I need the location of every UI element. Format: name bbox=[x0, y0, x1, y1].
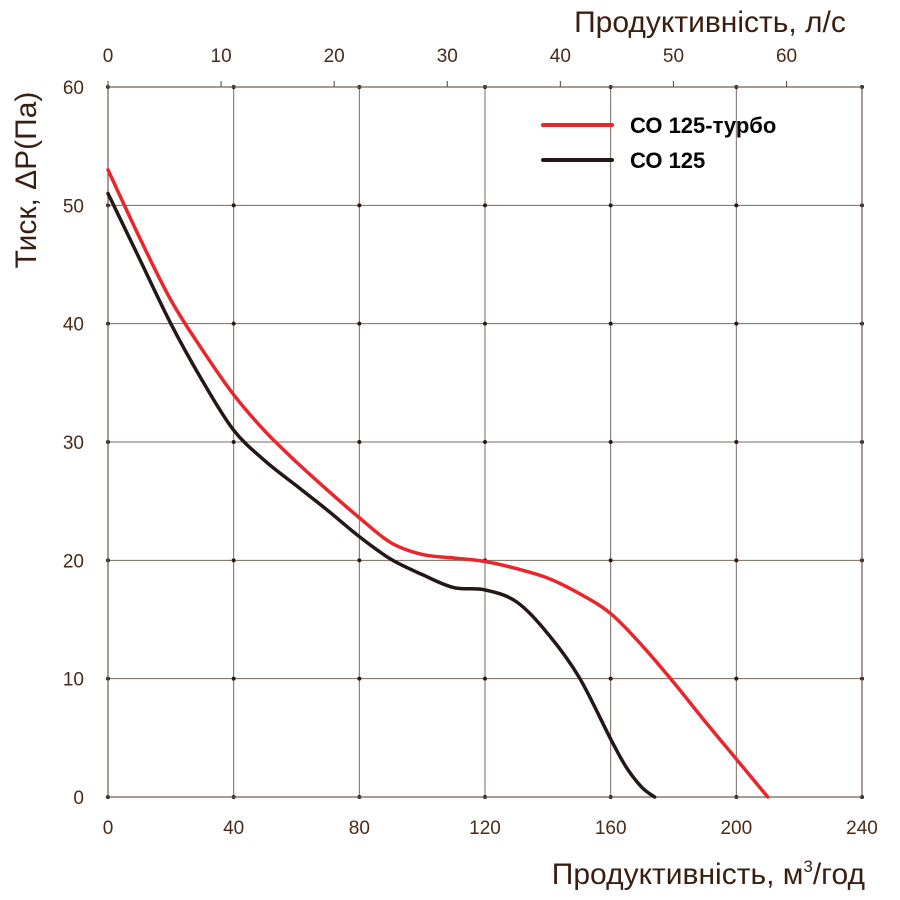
grid-intersection-dot bbox=[734, 558, 739, 563]
grid-intersection-dot bbox=[231, 321, 236, 326]
grid-intersection-dot bbox=[734, 676, 739, 681]
grid-intersection-dot bbox=[483, 203, 487, 208]
series-line-co125 bbox=[106, 191, 657, 799]
x-tick-label-120: 120 bbox=[469, 818, 501, 839]
y-tick-label-60: 60 bbox=[63, 78, 84, 99]
x2-tick-label-10: 10 bbox=[211, 46, 232, 67]
grid-intersection-dot bbox=[231, 676, 236, 681]
x-tick-label-80: 80 bbox=[349, 818, 370, 839]
grid-intersection-dot bbox=[608, 203, 613, 208]
grid-intersection-dot bbox=[734, 321, 739, 326]
x-tick-label-200: 200 bbox=[720, 818, 752, 839]
x-axis-title-superscript: 3 bbox=[803, 857, 812, 876]
grid-intersection-dot bbox=[483, 440, 487, 444]
grid-intersection-dot bbox=[357, 676, 362, 681]
x2-tick-label-20: 20 bbox=[324, 46, 345, 67]
grid-intersection-dot bbox=[608, 558, 613, 563]
series-line-co125-turbo bbox=[106, 168, 770, 799]
x-tick-label-0: 0 bbox=[103, 818, 114, 839]
x2-axis-title: Продуктивність, л/с bbox=[574, 6, 846, 39]
x2-tick-label-60: 60 bbox=[776, 46, 797, 67]
grid-intersection-dot bbox=[357, 321, 362, 326]
grid-intersection-dot bbox=[231, 558, 236, 563]
grid-intersection-dot bbox=[608, 440, 613, 444]
y-axis-ticks: 0 10 20 30 40 50 60 bbox=[63, 78, 84, 809]
x2-tick-label-50: 50 bbox=[663, 46, 684, 67]
legend: СО 125-турбо СО 125 bbox=[541, 113, 776, 173]
x-tick-label-160: 160 bbox=[595, 818, 627, 839]
x2-tick-label-40: 40 bbox=[550, 46, 571, 67]
y-tick-label-50: 50 bbox=[63, 196, 84, 217]
x-tick-label-40: 40 bbox=[223, 818, 244, 839]
legend-label-co125-turbo: СО 125-турбо bbox=[630, 113, 776, 138]
x2-tick-label-0: 0 bbox=[103, 46, 114, 67]
grid-intersection-dot bbox=[734, 203, 739, 208]
grid bbox=[106, 85, 864, 799]
y-tick-label-20: 20 bbox=[63, 551, 84, 572]
grid-intersection-dot bbox=[357, 203, 362, 208]
grid-intersection-dot bbox=[608, 676, 613, 681]
y-tick-label-0: 0 bbox=[73, 788, 84, 809]
plot-area-frame bbox=[107, 86, 863, 798]
y-tick-label-10: 10 bbox=[63, 670, 84, 691]
series-lines bbox=[106, 168, 770, 799]
x-tick-label-240: 240 bbox=[846, 818, 878, 839]
y-axis-title: Тиск, ΔP(Па) bbox=[10, 92, 43, 269]
x2-tick-label-30: 30 bbox=[437, 46, 458, 67]
grid-intersection-dot bbox=[483, 321, 487, 326]
y-tick-label-30: 30 bbox=[63, 433, 84, 454]
grid-intersection-dot bbox=[357, 558, 362, 563]
y-tick-label-40: 40 bbox=[63, 315, 84, 336]
grid-intersection-dot bbox=[483, 676, 487, 681]
x-axis-ticks: 0 40 80 120 160 200 240 bbox=[103, 818, 878, 839]
grid-intersection-dot bbox=[734, 440, 739, 444]
grid-intersection-dot bbox=[231, 203, 236, 208]
x-axis-title: Продуктивність, м3/год bbox=[552, 857, 865, 891]
grid-intersection-dot bbox=[357, 440, 362, 444]
x2-axis-ticks: 0 10 20 30 40 50 60 bbox=[103, 46, 797, 87]
grid-intersection-dot bbox=[231, 440, 236, 444]
grid-intersection-dot bbox=[608, 321, 613, 326]
legend-label-co125: СО 125 bbox=[630, 148, 705, 173]
x-axis-title-tail: /год bbox=[813, 858, 865, 891]
x-axis-title-main: Продуктивність, м bbox=[552, 858, 804, 891]
